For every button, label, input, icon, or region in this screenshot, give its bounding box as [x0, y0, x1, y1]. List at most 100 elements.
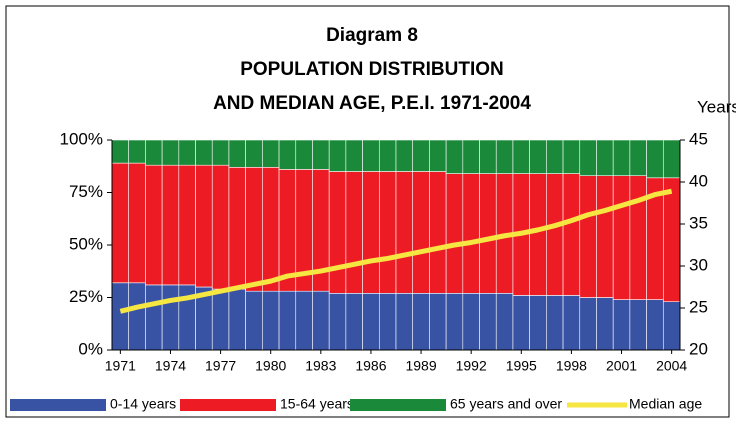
- bar-segment: [161, 164, 180, 286]
- median-age-line: [119, 188, 673, 314]
- x-tick-label: 1986: [355, 358, 386, 374]
- y-tick-label: 0%: [78, 339, 103, 358]
- bar-segment: [445, 292, 464, 351]
- bar-segment: [445, 173, 464, 294]
- bar-segment: [612, 299, 631, 351]
- bar-segment: [278, 290, 297, 351]
- bar-segment: [462, 292, 480, 351]
- x-tick-label: 1971: [105, 358, 136, 374]
- bar-segment: [211, 288, 230, 351]
- bar-segment: [128, 139, 146, 164]
- legend-swatch: [180, 399, 276, 411]
- bar-segment: [312, 290, 330, 351]
- x-tick-label: 1974: [155, 358, 186, 374]
- y-tick-label: 100%: [60, 129, 103, 148]
- bar-segment: [662, 139, 681, 179]
- bar-segment: [395, 139, 414, 172]
- x-tick-label: 2001: [606, 358, 637, 374]
- bar-segment: [328, 292, 347, 351]
- bar-segment: [262, 139, 280, 168]
- bar-segment: [662, 301, 681, 351]
- bar-segment: [245, 139, 263, 168]
- bar-segment: [629, 299, 647, 351]
- bar-segment: [178, 139, 196, 166]
- bar-segment: [211, 164, 230, 290]
- x-tick-label: 2004: [656, 358, 687, 374]
- bar-segment: [512, 295, 530, 351]
- bar-segment: [161, 139, 180, 166]
- bar-segment: [111, 162, 130, 284]
- bar-segment: [612, 139, 631, 177]
- bar-segment: [646, 299, 664, 351]
- bar-segment: [395, 292, 414, 351]
- bar-segment: [328, 171, 347, 294]
- bar-segment: [395, 171, 414, 294]
- bar-segment: [546, 139, 564, 174]
- bar-segment: [345, 292, 363, 351]
- legend-label: 65 years and over: [450, 396, 562, 412]
- x-tick-label: 1989: [405, 358, 436, 374]
- bar-segment: [295, 139, 313, 170]
- bar-segment: [245, 290, 263, 351]
- bar-segment: [228, 167, 246, 290]
- y2-tick-label: 30: [689, 255, 708, 274]
- y-tick-label: 50%: [69, 234, 103, 253]
- bar-segment: [612, 175, 631, 300]
- bar-segment: [429, 171, 447, 294]
- x-tick-label: 1998: [556, 358, 587, 374]
- bar-segment: [445, 139, 464, 174]
- bar-segment: [111, 139, 130, 164]
- bar-segment: [161, 284, 180, 351]
- bar-segment: [262, 167, 280, 292]
- bar-segment: [596, 297, 614, 351]
- bar-segment: [195, 139, 213, 166]
- bar-segment: [579, 297, 597, 351]
- bar-segment: [412, 139, 430, 172]
- bar-segment: [245, 167, 263, 292]
- x-tick-label: 1977: [205, 358, 236, 374]
- bar-segment: [529, 173, 547, 296]
- bar-segment: [495, 139, 514, 174]
- chart-title: POPULATION DISTRIBUTION: [240, 59, 504, 80]
- bar-segment: [495, 292, 514, 351]
- bar-segment: [596, 139, 614, 177]
- y2-tick-label: 20: [689, 339, 708, 358]
- bar-segment: [312, 139, 330, 170]
- bar-segment: [195, 164, 213, 288]
- bar-segment: [429, 292, 447, 351]
- bar-segment: [145, 164, 163, 286]
- bar-segment: [378, 171, 397, 294]
- x-tick-label: 1980: [255, 358, 286, 374]
- bar-segment: [262, 290, 280, 351]
- bar-segment: [562, 173, 581, 296]
- bar-segment: [145, 139, 163, 166]
- bar-segment: [512, 139, 530, 174]
- bar-segment: [412, 171, 430, 294]
- bar-segment: [128, 162, 146, 284]
- y2-axis-title: Years: [697, 97, 736, 116]
- bar-segment: [529, 295, 547, 351]
- bar-segment: [562, 139, 581, 174]
- bar-segment: [145, 284, 163, 351]
- legend-swatch: [350, 399, 446, 411]
- bar-segment: [546, 295, 564, 351]
- x-tick-label: 1992: [456, 358, 487, 374]
- bar-segment: [412, 292, 430, 351]
- bar-segment: [345, 139, 363, 172]
- bar-segment: [228, 139, 246, 168]
- y-tick-label: 75%: [69, 182, 103, 201]
- x-tick-label: 1995: [506, 358, 537, 374]
- bar-segment: [562, 295, 581, 351]
- bar-segment: [529, 139, 547, 174]
- y-tick-label: 25%: [69, 287, 103, 306]
- bar-segment: [479, 173, 497, 294]
- bar-segment: [378, 139, 397, 172]
- bar-segment: [662, 177, 681, 303]
- y2-tick-label: 25: [689, 297, 708, 316]
- bar-segment: [278, 139, 297, 170]
- bar-segment: [328, 139, 347, 172]
- bar-segment: [596, 175, 614, 298]
- y2-tick-label: 40: [689, 171, 708, 190]
- bar-segment: [462, 139, 480, 174]
